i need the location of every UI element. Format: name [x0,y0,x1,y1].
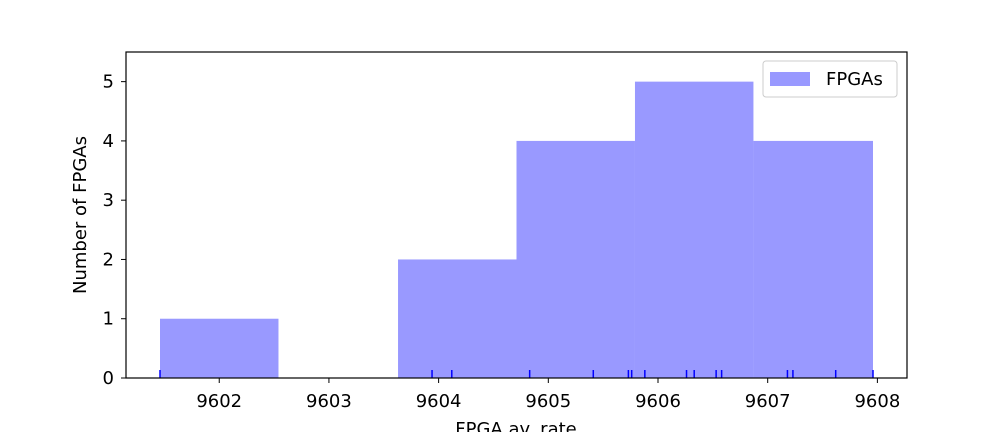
histogram-bar [634,81,754,379]
legend: FPGAs [762,60,898,98]
x-tick-label: 9604 [416,391,462,412]
y-axis-label: Number of FPGAs [70,136,91,294]
rug-ticks [159,370,874,378]
y-tick-label: 0 [103,368,114,389]
x-tick-label: 9606 [635,391,681,412]
x-axis-ticks: 9602 9603 9604 9605 9606 9607 9608 [196,378,900,412]
histogram-bar [160,318,279,378]
y-tick-label: 2 [103,249,114,270]
x-axis-label: FPGA av. rate [455,419,576,432]
x-tick-label: 9607 [745,391,791,412]
histogram-bar [516,140,635,378]
x-tick-label: 9603 [306,391,352,412]
histogram-bar [398,259,517,378]
histogram-bar [753,140,873,378]
plot-frame [125,51,908,379]
y-axis-ticks: 0 1 2 3 4 5 [103,72,126,389]
y-tick-label: 3 [103,190,114,211]
histogram-bars [160,81,873,379]
x-tick-label: 9605 [525,391,571,412]
y-tick-label: 4 [103,131,114,152]
legend-box [762,60,898,98]
legend-label: FPGAs [826,69,883,90]
y-tick-label: 5 [103,72,114,93]
x-tick-label: 9608 [854,391,900,412]
legend-swatch [770,72,810,86]
x-tick-label: 9602 [196,391,242,412]
y-tick-label: 1 [103,309,114,330]
